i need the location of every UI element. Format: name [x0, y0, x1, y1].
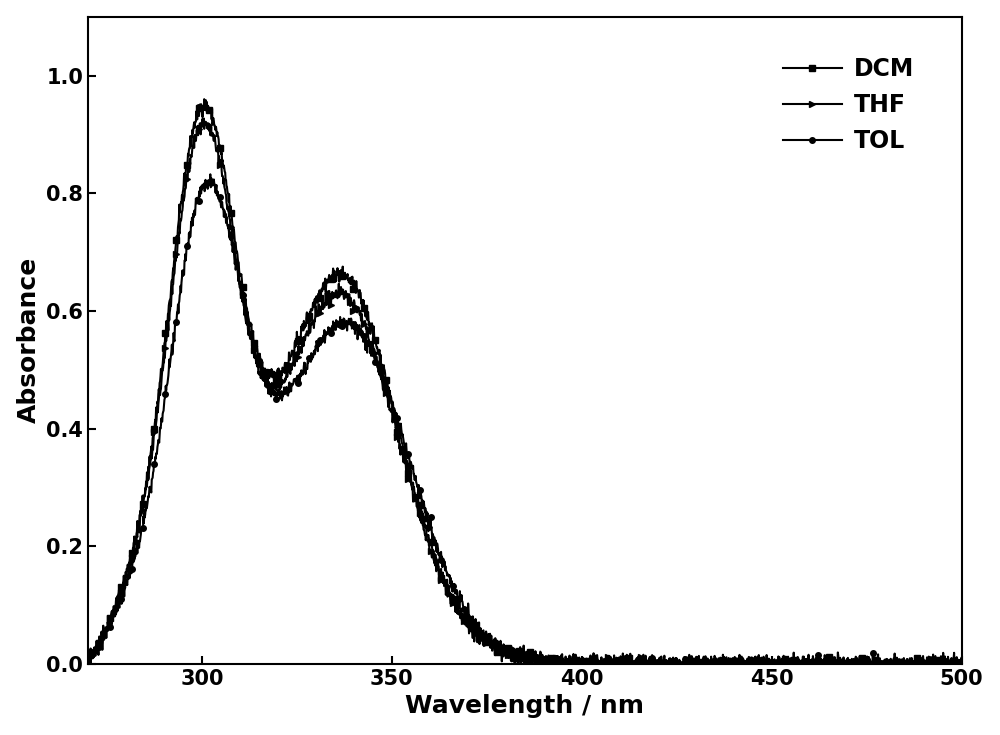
TOL — [771, 659, 783, 668]
THF — [931, 659, 943, 668]
TOL — [956, 659, 968, 668]
DCM — [484, 636, 496, 645]
THF — [198, 114, 210, 123]
Line: DCM: DCM — [85, 96, 964, 667]
Line: TOL: TOL — [85, 171, 964, 667]
X-axis label: Wavelength / nm: Wavelength / nm — [405, 695, 644, 718]
DCM — [931, 659, 943, 668]
DCM — [127, 547, 139, 556]
THF — [484, 642, 496, 651]
TOL — [82, 656, 94, 665]
Line: THF: THF — [85, 115, 964, 667]
Y-axis label: Absorbance: Absorbance — [17, 257, 41, 423]
TOL — [484, 634, 496, 643]
TOL — [508, 654, 520, 663]
THF — [931, 659, 943, 668]
DCM — [931, 659, 943, 667]
THF — [771, 659, 783, 668]
TOL — [931, 659, 943, 668]
THF — [127, 552, 139, 561]
THF — [956, 659, 968, 667]
DCM — [507, 653, 519, 662]
THF — [507, 644, 519, 653]
TOL — [204, 170, 216, 179]
THF — [82, 655, 94, 664]
THF — [519, 659, 531, 668]
DCM — [515, 659, 527, 668]
DCM — [771, 659, 783, 668]
Legend: DCM, THF, TOL: DCM, THF, TOL — [774, 48, 924, 162]
TOL — [85, 659, 97, 668]
TOL — [127, 556, 139, 564]
TOL — [931, 659, 943, 668]
DCM — [82, 650, 94, 659]
DCM — [956, 659, 968, 668]
DCM — [198, 95, 210, 104]
